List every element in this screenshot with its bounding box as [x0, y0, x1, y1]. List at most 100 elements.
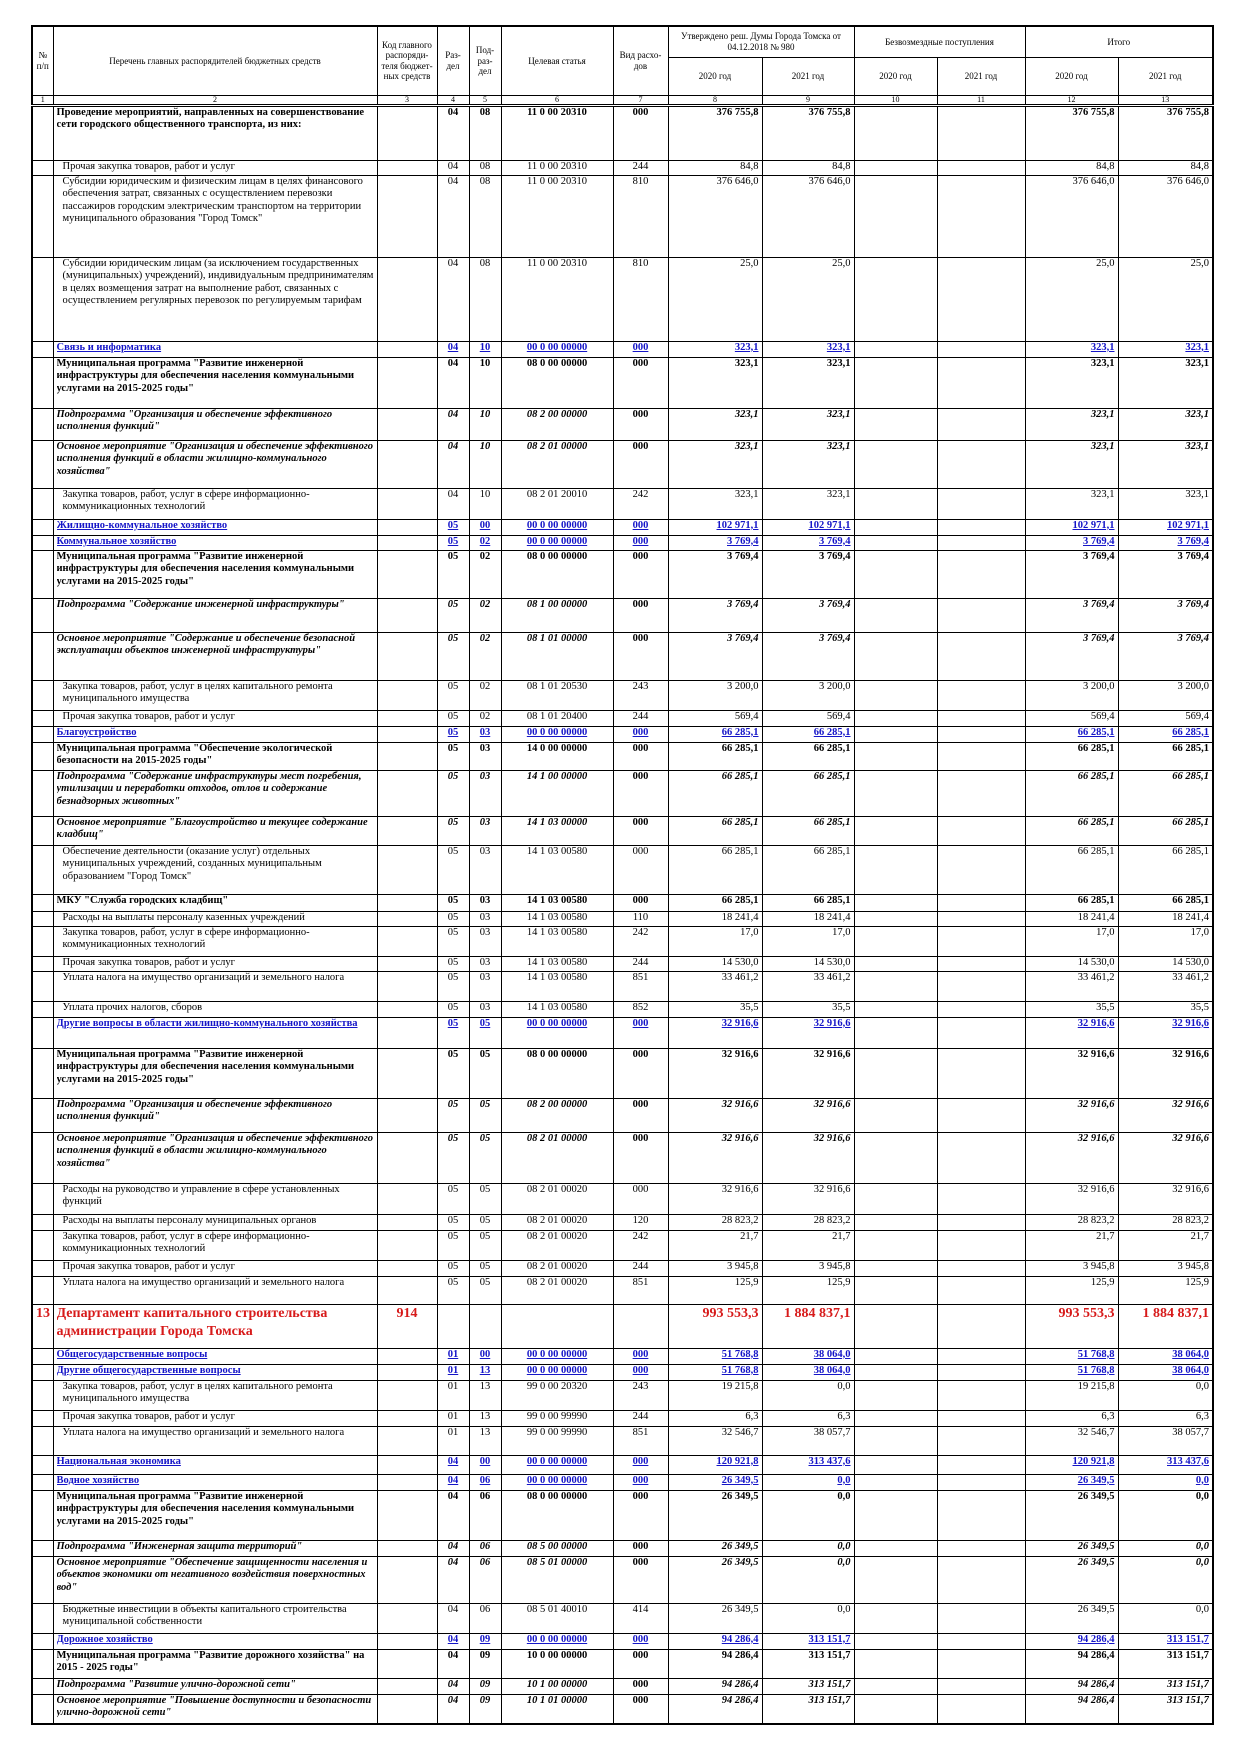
table-cell	[436, 1303, 470, 1349]
table-cell: Уплата налога на имущество организаций и…	[52, 1425, 378, 1456]
table-cell: 04	[436, 256, 470, 342]
cell-text: 08 5 01 00000	[526, 1556, 588, 1568]
table-cell: 0,0	[1117, 1473, 1214, 1491]
table-row: Расходы на руководство и управление в сф…	[31, 1182, 1214, 1215]
table-cell: 993 553,3	[667, 1303, 763, 1349]
cell-text: 32 916,6	[721, 1183, 759, 1195]
table-cell	[376, 1347, 438, 1365]
table-cell	[31, 1097, 54, 1133]
table-cell	[31, 174, 54, 258]
table-cell	[376, 356, 438, 409]
table-cell: 32 916,6	[1024, 1047, 1119, 1099]
table-cell	[31, 1182, 54, 1215]
cell-text: 323,1	[734, 488, 759, 500]
table-row: Основное мероприятие "Обеспечение защище…	[31, 1555, 1214, 1604]
cell-text: 00	[479, 519, 491, 531]
table-cell	[31, 1555, 54, 1604]
table-row: Прочая закупка товаров, работ и услуг 01 1…	[31, 1409, 1214, 1427]
cell-text: 000	[632, 632, 649, 644]
table-cell	[853, 439, 938, 489]
table-cell	[31, 1454, 54, 1475]
table-cell	[31, 1047, 54, 1099]
cell-text: 51 768,8	[721, 1348, 759, 1360]
cell-text: Муниципальная программа "Развитие инжене…	[56, 1048, 355, 1085]
cell-text: Муниципальная программа "Развитие инжене…	[56, 357, 355, 394]
table-cell: 05	[436, 741, 470, 771]
cell-text: 01	[447, 1380, 459, 1392]
cell-text: 2020 год	[879, 70, 912, 81]
table-cell: 02	[468, 631, 502, 681]
table-cell: 03	[468, 1000, 502, 1018]
table-cell: 000	[612, 1454, 669, 1475]
cell-text: Основное мероприятие "Повышение доступно…	[56, 1694, 372, 1719]
cell-text: 08 0 00 00000	[526, 550, 588, 562]
table-cell: 323,1	[1117, 340, 1214, 358]
cell-text: 06	[479, 1490, 491, 1502]
cell-text: 02	[479, 710, 491, 722]
table-row: Закупка товаров, работ, услуг в целях ка…	[31, 679, 1214, 711]
table-cell	[853, 1000, 938, 1018]
table-cell: 03	[468, 970, 502, 1002]
cell-text: 08 2 00 00000	[526, 1098, 588, 1110]
table-cell: 323,1	[1024, 407, 1119, 441]
cell-text: 18 241,4	[1172, 911, 1209, 923]
table-cell: 00 0 00 00000	[500, 534, 614, 551]
cell-text: Закупка товаров, работ, услуг в целях ка…	[62, 1380, 333, 1405]
cell-text: 25,0	[832, 257, 851, 269]
cell-text: 03	[479, 1001, 491, 1013]
cell-text: 08 1 00 00000	[526, 598, 588, 610]
cell-text: 313 151,7	[1167, 1678, 1209, 1690]
cell-text: 21,7	[1096, 1230, 1115, 1242]
table-cell: 32 916,6	[1117, 1131, 1214, 1184]
table-cell: Дорожное хозяйство	[52, 1632, 378, 1650]
table-row: Подпрограмма "Содержание инженерной инфр…	[31, 597, 1214, 633]
cell-text: Вид расхо-дов	[619, 50, 662, 71]
header-row: № п/п Перечень главных распорядителей бюд…	[31, 25, 1214, 96]
table-cell: 3 769,4	[1117, 631, 1214, 681]
table-row: Подпрограмма "Инженерная защита территор…	[31, 1539, 1214, 1557]
table-cell: 000	[612, 844, 669, 895]
table-cell	[936, 518, 1026, 536]
table-cell: 000	[612, 725, 669, 743]
table-cell: 000	[612, 439, 669, 489]
cell-text: 000	[632, 1633, 649, 1645]
table-cell: 05	[436, 1131, 470, 1184]
table-cell: Прочая закупка товаров, работ и услуг	[52, 159, 378, 176]
cell-text: 32 916,6	[813, 1017, 851, 1029]
cell-text: 94 286,4	[1077, 1694, 1115, 1706]
table-cell: 94 286,4	[1024, 1677, 1119, 1695]
table-cell	[376, 1275, 438, 1305]
cell-text: 810	[632, 257, 649, 269]
table-cell	[376, 159, 438, 176]
table-cell: 94 286,4	[667, 1677, 763, 1695]
table-cell: 04	[436, 1677, 470, 1695]
table-cell: 08 1 01 00000	[500, 631, 614, 681]
table-cell: 00	[468, 518, 502, 536]
cell-text: 243	[632, 680, 649, 692]
table-cell: Основное мероприятие "Организация и обес…	[52, 1131, 378, 1184]
table-row: Подпрограмма "Организация и обеспечение …	[31, 1097, 1214, 1133]
cell-text: 18 241,4	[1077, 911, 1115, 923]
table-cell: 03	[468, 815, 502, 846]
table-cell: 05	[468, 1097, 502, 1133]
table-cell: 000	[612, 407, 669, 441]
cell-text: 17,0	[832, 926, 851, 938]
cell-text: 05	[447, 1048, 459, 1060]
cell-text: 00 0 00 00000	[526, 1017, 588, 1029]
table-cell	[376, 1213, 438, 1231]
cell-text: 1 884 837,1	[784, 1305, 851, 1321]
table-cell	[936, 174, 1026, 258]
table-cell: 323,1	[1117, 407, 1214, 441]
table-cell	[853, 955, 938, 972]
table-cell: 14 1 03 00580	[500, 955, 614, 972]
table-cell: 3 769,4	[1117, 549, 1214, 599]
cell-text: 000	[632, 1455, 649, 1467]
cell-text: 94 286,4	[1077, 1678, 1115, 1690]
table-row: Благоустройство 05 03 00 0 00 00000 000 66 28…	[31, 725, 1214, 743]
table-cell	[31, 1473, 54, 1491]
cell-text: 04	[447, 440, 459, 452]
table-cell: 05	[468, 1182, 502, 1215]
cell-text: 32 916,6	[1172, 1048, 1209, 1060]
table-cell	[853, 844, 938, 895]
table-cell: 313 151,7	[761, 1632, 855, 1650]
